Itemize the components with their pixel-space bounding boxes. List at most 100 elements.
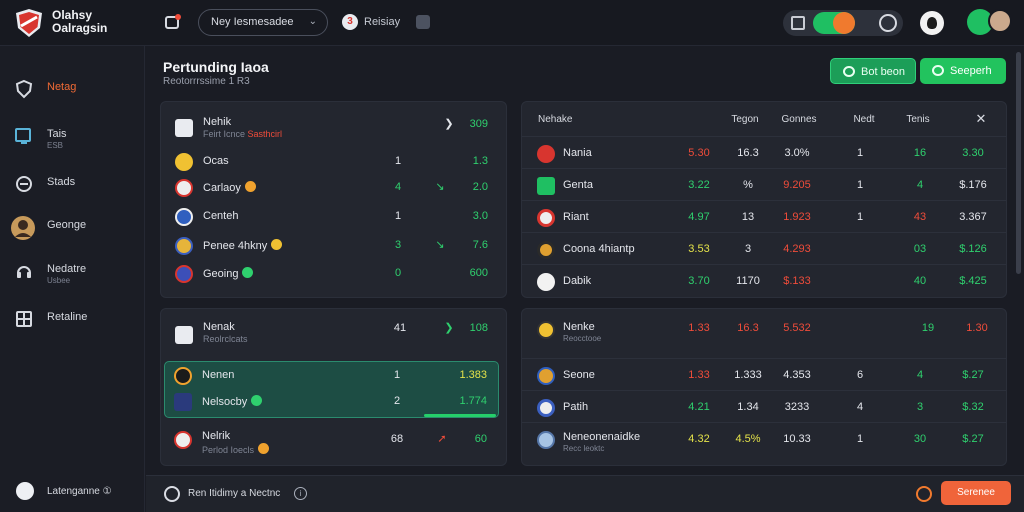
team-score: 4 (394, 181, 402, 193)
card-title: Nenak (203, 321, 235, 333)
chevron-right-icon[interactable]: ❯ (444, 118, 454, 130)
page-subtitle: Reotorrrssime 1 R3 (163, 76, 250, 87)
column-header[interactable]: Tegon (731, 114, 759, 125)
league-select[interactable]: Ney Iesmesadee ⌄ (198, 9, 328, 36)
sidebar-item-label: Retaline (47, 311, 88, 323)
sidebar-item-netag[interactable]: Netag (12, 74, 137, 104)
team-odds: 3.0 (472, 210, 488, 222)
chevron-down-icon: ⌄ (308, 16, 317, 27)
list-item[interactable]: Centeh 1 3.0 (161, 203, 506, 229)
table-row[interactable]: Neneonenaidke Recc leoktc 4.32 4.5% 10.3… (522, 422, 1006, 454)
sidebar-item-nedatre[interactable]: Nedatre Usbee (12, 256, 137, 286)
sidebar-item-label: Geonge (47, 219, 87, 231)
table-header[interactable]: Nenke Reocctooe 1.33 16.3 5.532 19 1.30 (522, 309, 1006, 353)
list-item[interactable]: Nelsocby 2 1.774 (160, 388, 507, 414)
notification-icon[interactable] (164, 13, 182, 31)
team-crest (537, 431, 555, 449)
cell-a: 4.97 (688, 211, 710, 223)
cell-d: 1 (856, 211, 864, 223)
cell-c: 5.532 (783, 322, 811, 334)
cell-c: 9.205 (783, 179, 811, 191)
team-odds: 600 (469, 267, 488, 279)
card-title-sub2: Sasthcirl (247, 129, 283, 139)
cell-d: 4 (856, 401, 864, 413)
table-row[interactable]: Riant 4.97 13 1.923 1 43 3.367 (522, 200, 1006, 232)
toggle-knob (833, 12, 855, 34)
card-header[interactable]: Nenak Reolrclcats 41 ❯ 108 (161, 321, 506, 347)
list-item[interactable]: Geoing 0 600 (161, 260, 506, 286)
cell-a: 3.70 (688, 275, 710, 287)
table-row[interactable]: Genta 3.22 % 9.205 1 4 $.176 (522, 168, 1006, 200)
sidebar-item-retaline[interactable]: Retaline (12, 304, 137, 334)
list-item[interactable]: Nenen 1 1.383 (160, 362, 507, 388)
team-crest (175, 237, 193, 255)
user-avatar[interactable] (920, 11, 944, 35)
filter-square-icon (416, 15, 430, 29)
brand-name: Olahsy Oalragsin (52, 9, 107, 35)
cell-f: $.32 (962, 401, 984, 413)
list-item[interactable]: Ocas 1 1.3 (161, 148, 506, 174)
table-row[interactable]: Dabik 3.70 1170 $.133 40 $.425 (522, 264, 1006, 296)
cell-f: 1.30 (966, 322, 988, 334)
search-button[interactable]: Seeperh (920, 58, 1006, 84)
cell-f: $.27 (962, 369, 984, 381)
sidebar-item-tais[interactable]: Tais ESB (12, 121, 137, 151)
cell-a: 4.21 (688, 401, 710, 413)
table-row[interactable]: Patih 4.21 1.34 3233 4 3 $.32 (522, 390, 1006, 422)
team-sub: Recc leoktc (563, 444, 605, 453)
circle-icon (932, 65, 944, 76)
coin-icon (258, 443, 270, 454)
coin-icon (244, 181, 256, 192)
profile-avatar[interactable] (988, 9, 1012, 33)
column-header[interactable]: Nedt (853, 114, 875, 125)
sidebar-item-geonge[interactable]: Geonge (11, 212, 137, 242)
column-header[interactable]: Gonnes (781, 114, 817, 125)
power-icon[interactable] (164, 486, 180, 502)
column-header[interactable]: Nehake (538, 114, 573, 125)
list-item[interactable]: Carlaoy 4 ↘ 2.0 (161, 174, 506, 200)
scrollbar[interactable] (1016, 52, 1021, 274)
card-header[interactable]: Nehik Feirt Icnce Sasthcirl ❯ 309 (161, 114, 506, 140)
team-odds: 60 (474, 433, 487, 445)
theme-toggle[interactable] (813, 12, 855, 34)
globe-icon[interactable] (879, 14, 897, 32)
team-crest (537, 209, 555, 227)
table-row[interactable]: Seone 1.33 1.333 4.353 6 4 $.27 (522, 358, 1006, 390)
sidebar-item-stads[interactable]: Stads (12, 169, 137, 199)
clock-icon[interactable] (916, 486, 932, 502)
bottom-bar: Ren Itidimy a Nectnc i Serenee (146, 475, 1024, 512)
window-icon[interactable] (791, 16, 805, 30)
submit-button[interactable]: Serenee (941, 481, 1011, 505)
bot-button[interactable]: Bot beon (830, 58, 916, 84)
close-icon[interactable]: ✕ (975, 111, 987, 126)
cell-c: $.133 (783, 275, 811, 287)
info-icon[interactable]: i (294, 487, 307, 500)
column-header[interactable]: Tenis (906, 114, 930, 125)
team-crest (537, 177, 555, 195)
cell-e: 16 (913, 147, 927, 159)
cell-b: 1170 (736, 275, 760, 287)
table-row[interactable]: Nania 5.30 16.3 3.0% 1 16 3.30 (522, 136, 1006, 168)
cell-a: 1.33 (688, 369, 710, 381)
cell-a: 3.22 (688, 179, 710, 191)
sidebar-footer[interactable]: Latenganne ① (16, 482, 136, 502)
team-name: Patih (563, 401, 589, 413)
trend-arrow: ↘ (435, 239, 445, 251)
team-crest (537, 241, 555, 259)
team-crest (175, 179, 193, 197)
team-sub: Perlod Ioecls (202, 445, 255, 455)
list-item[interactable]: Penee 4hkny 3 ↘ 7.6 (161, 232, 506, 258)
sidebar-item-label: Nedatre (47, 263, 87, 275)
chevron-right-icon[interactable]: ❯ (444, 322, 454, 334)
bot-button-label: Bot beon (861, 66, 906, 78)
coin-icon (242, 267, 254, 278)
team-name: Ocas (203, 155, 229, 167)
page-title: Pertunding Iaoa (163, 59, 269, 75)
list-item[interactable]: Nelrik Perlod Ioecls 68 ➚ 60 (160, 426, 507, 455)
table-row[interactable]: Coona 4hiantp 3.53 3 4.293 03 $.126 (522, 232, 1006, 264)
cell-e: 4 (916, 369, 924, 381)
cell-d: 6 (856, 369, 864, 381)
team-crest (175, 265, 193, 283)
coin-icon (251, 395, 263, 406)
filter-label: Reisiay (364, 16, 401, 28)
